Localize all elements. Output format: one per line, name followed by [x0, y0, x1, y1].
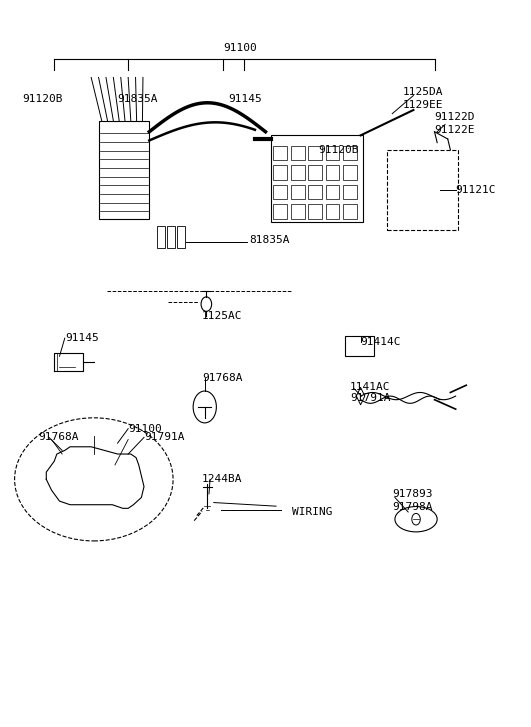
Text: 1125DA: 1125DA	[403, 87, 443, 97]
Text: 91768A: 91768A	[202, 373, 243, 383]
FancyBboxPatch shape	[387, 150, 458, 230]
FancyBboxPatch shape	[343, 185, 357, 199]
FancyBboxPatch shape	[177, 226, 185, 248]
FancyBboxPatch shape	[309, 204, 322, 219]
Text: 91120B: 91120B	[22, 95, 63, 104]
Text: 91121C: 91121C	[456, 185, 496, 195]
FancyBboxPatch shape	[326, 165, 339, 180]
FancyBboxPatch shape	[271, 135, 363, 222]
FancyBboxPatch shape	[273, 185, 287, 199]
FancyBboxPatch shape	[326, 145, 339, 160]
FancyBboxPatch shape	[273, 145, 287, 160]
Text: 91120B: 91120B	[318, 145, 359, 155]
Text: 1244BA: 1244BA	[202, 475, 243, 484]
Text: 91145: 91145	[65, 333, 99, 343]
Text: 917893: 917893	[392, 489, 433, 499]
FancyBboxPatch shape	[167, 226, 175, 248]
Text: 91835A: 91835A	[117, 95, 158, 104]
Ellipse shape	[14, 418, 173, 541]
Text: 1129EE: 1129EE	[403, 100, 443, 110]
Text: 91145: 91145	[228, 95, 262, 104]
FancyBboxPatch shape	[99, 121, 149, 219]
Text: 91122D: 91122D	[434, 112, 475, 122]
Text: 91100: 91100	[128, 424, 162, 434]
FancyBboxPatch shape	[291, 145, 305, 160]
FancyBboxPatch shape	[326, 204, 339, 219]
FancyBboxPatch shape	[309, 145, 322, 160]
FancyBboxPatch shape	[343, 145, 357, 160]
FancyBboxPatch shape	[273, 204, 287, 219]
FancyBboxPatch shape	[157, 226, 165, 248]
Text: 91798A: 91798A	[392, 502, 433, 512]
Text: 91791A: 91791A	[144, 433, 184, 442]
FancyBboxPatch shape	[343, 204, 357, 219]
Text: 1141AC: 1141AC	[350, 382, 390, 392]
Text: 91122E: 91122E	[434, 125, 475, 135]
FancyBboxPatch shape	[326, 185, 339, 199]
FancyBboxPatch shape	[345, 336, 374, 356]
Text: 1125AC: 1125AC	[202, 311, 243, 321]
FancyBboxPatch shape	[291, 185, 305, 199]
FancyBboxPatch shape	[291, 204, 305, 219]
Text: WIRING: WIRING	[292, 507, 332, 517]
FancyBboxPatch shape	[309, 185, 322, 199]
FancyBboxPatch shape	[291, 165, 305, 180]
Text: 81835A: 81835A	[250, 236, 290, 246]
FancyBboxPatch shape	[273, 165, 287, 180]
FancyBboxPatch shape	[309, 165, 322, 180]
Text: 91414C: 91414C	[361, 337, 401, 347]
Text: 91768A: 91768A	[38, 433, 79, 442]
Text: 91791A: 91791A	[350, 393, 390, 403]
Text: 91100: 91100	[223, 44, 257, 54]
Ellipse shape	[395, 507, 437, 532]
FancyBboxPatch shape	[343, 165, 357, 180]
